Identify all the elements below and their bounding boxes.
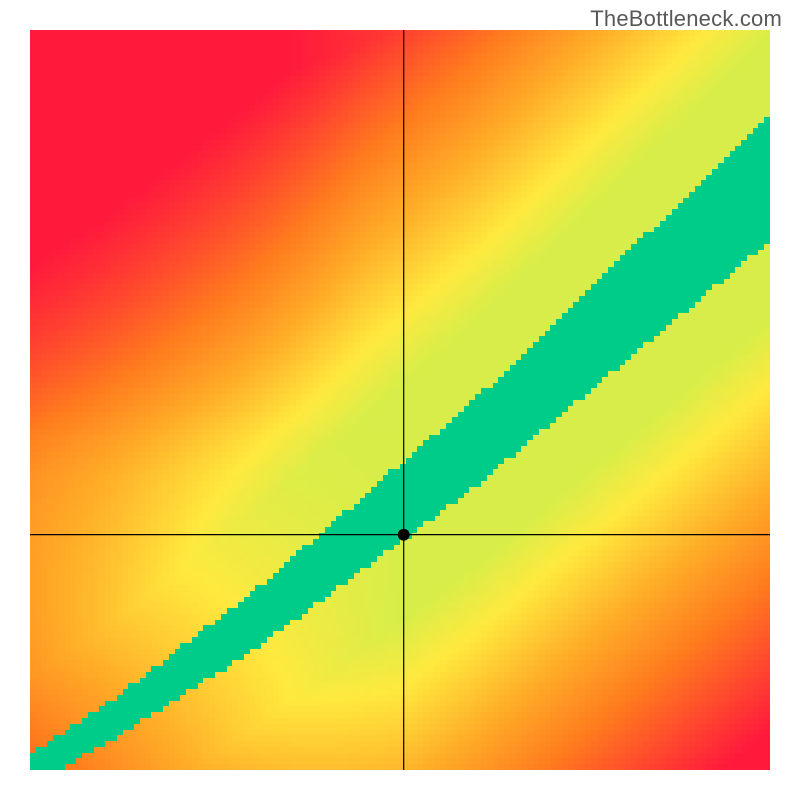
chart-container: TheBottleneck.com: [0, 0, 800, 800]
bottleneck-heatmap: [0, 0, 800, 800]
watermark-label: TheBottleneck.com: [590, 6, 782, 32]
